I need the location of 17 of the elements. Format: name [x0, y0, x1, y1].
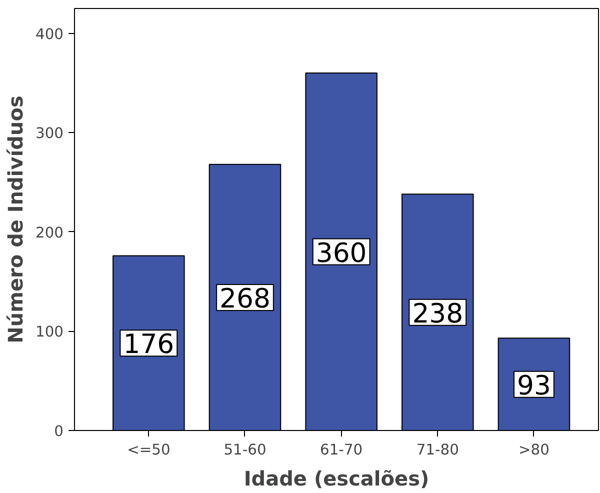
data-label: 268 — [220, 283, 270, 314]
data-label: 176 — [123, 329, 174, 360]
x-tick-label: <=50 — [127, 442, 170, 458]
data-label: 360 — [316, 238, 367, 269]
y-tick-label: 200 — [36, 224, 64, 242]
x-tick-label: 71-80 — [416, 442, 459, 458]
x-tick-label: >80 — [518, 442, 550, 458]
x-tick-label: 51-60 — [224, 442, 266, 458]
y-tick-label: 300 — [36, 125, 64, 142]
y-tick-label: 0 — [54, 423, 64, 440]
x-tick-label: 61-70 — [320, 442, 363, 458]
y-tick-label: 100 — [36, 324, 64, 341]
y-tick-label: 400 — [36, 26, 64, 43]
y-axis-title: Número de Indivíduos — [4, 96, 28, 344]
data-label: 238 — [412, 298, 464, 330]
data-label: 93 — [517, 370, 551, 402]
x-axis-title: Idade (escalões) — [244, 466, 430, 490]
